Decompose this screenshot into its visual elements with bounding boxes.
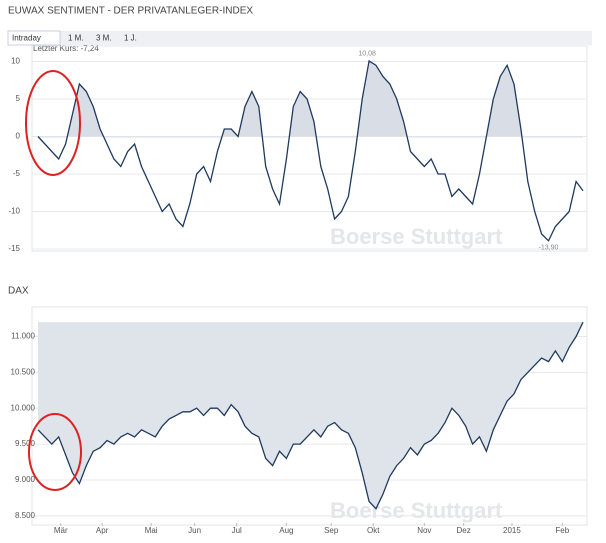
watermark: Boerse Stuttgart <box>330 498 503 523</box>
y-tick-label: 0 <box>16 132 21 141</box>
chart-title: EUWAX SENTIMENT - DER PRIVATANLEGER-INDE… <box>8 6 253 17</box>
x-tick-label: Sep <box>324 526 339 535</box>
y-tick-label: 9.500 <box>15 439 36 448</box>
last-value-label: Letzter Kurs: -7,24 <box>33 44 99 53</box>
plot-border <box>31 45 588 252</box>
y-tick-label: 5 <box>16 94 21 103</box>
x-tick-label: Jul <box>232 526 242 535</box>
x-tick-label: Okt <box>367 526 380 535</box>
area <box>38 322 583 509</box>
x-tick-label: Feb <box>555 526 569 535</box>
min-label: -13,90 <box>539 245 559 252</box>
x-tick-label: Apr <box>96 526 109 535</box>
tab[interactable]: Intraday <box>12 34 41 43</box>
max-label: 10,08 <box>358 51 376 58</box>
y-tick-label: 11.000 <box>11 332 35 341</box>
line <box>37 321 584 510</box>
y-tick-label: -5 <box>13 169 21 178</box>
y-tick-label: 8.500 <box>15 511 36 520</box>
highlight-ellipse <box>25 70 81 176</box>
x-tick-label: Dez <box>457 526 471 535</box>
highlight-ellipse <box>28 413 82 491</box>
x-tick-label: Aug <box>279 526 293 535</box>
watermark: Boerse Stuttgart <box>330 224 503 249</box>
tab[interactable]: 1 M. <box>68 34 84 43</box>
x-tick-label: Jun <box>188 526 201 535</box>
y-tick-label: -15 <box>8 244 20 253</box>
y-tick-label: -10 <box>8 207 20 216</box>
tab-bar <box>8 31 592 45</box>
y-tick-label: 9.000 <box>15 475 36 484</box>
tab[interactable]: 3 M. <box>96 34 112 43</box>
tab[interactable]: 1 J. <box>124 34 137 43</box>
positive-area <box>38 60 583 138</box>
y-tick-label: 10.000 <box>11 403 36 412</box>
tab-active[interactable] <box>7 30 61 46</box>
x-tick-label: Mär <box>54 526 68 535</box>
line <box>37 59 584 242</box>
x-tick-label: 2015 <box>503 526 521 535</box>
chart-title: DAX <box>8 286 29 297</box>
y-tick-label: 10 <box>11 57 20 66</box>
y-tick-label: 10.500 <box>11 367 36 376</box>
x-tick-label: Nov <box>417 526 431 535</box>
x-tick-label: Mai <box>145 526 158 535</box>
plot-border <box>31 306 588 526</box>
